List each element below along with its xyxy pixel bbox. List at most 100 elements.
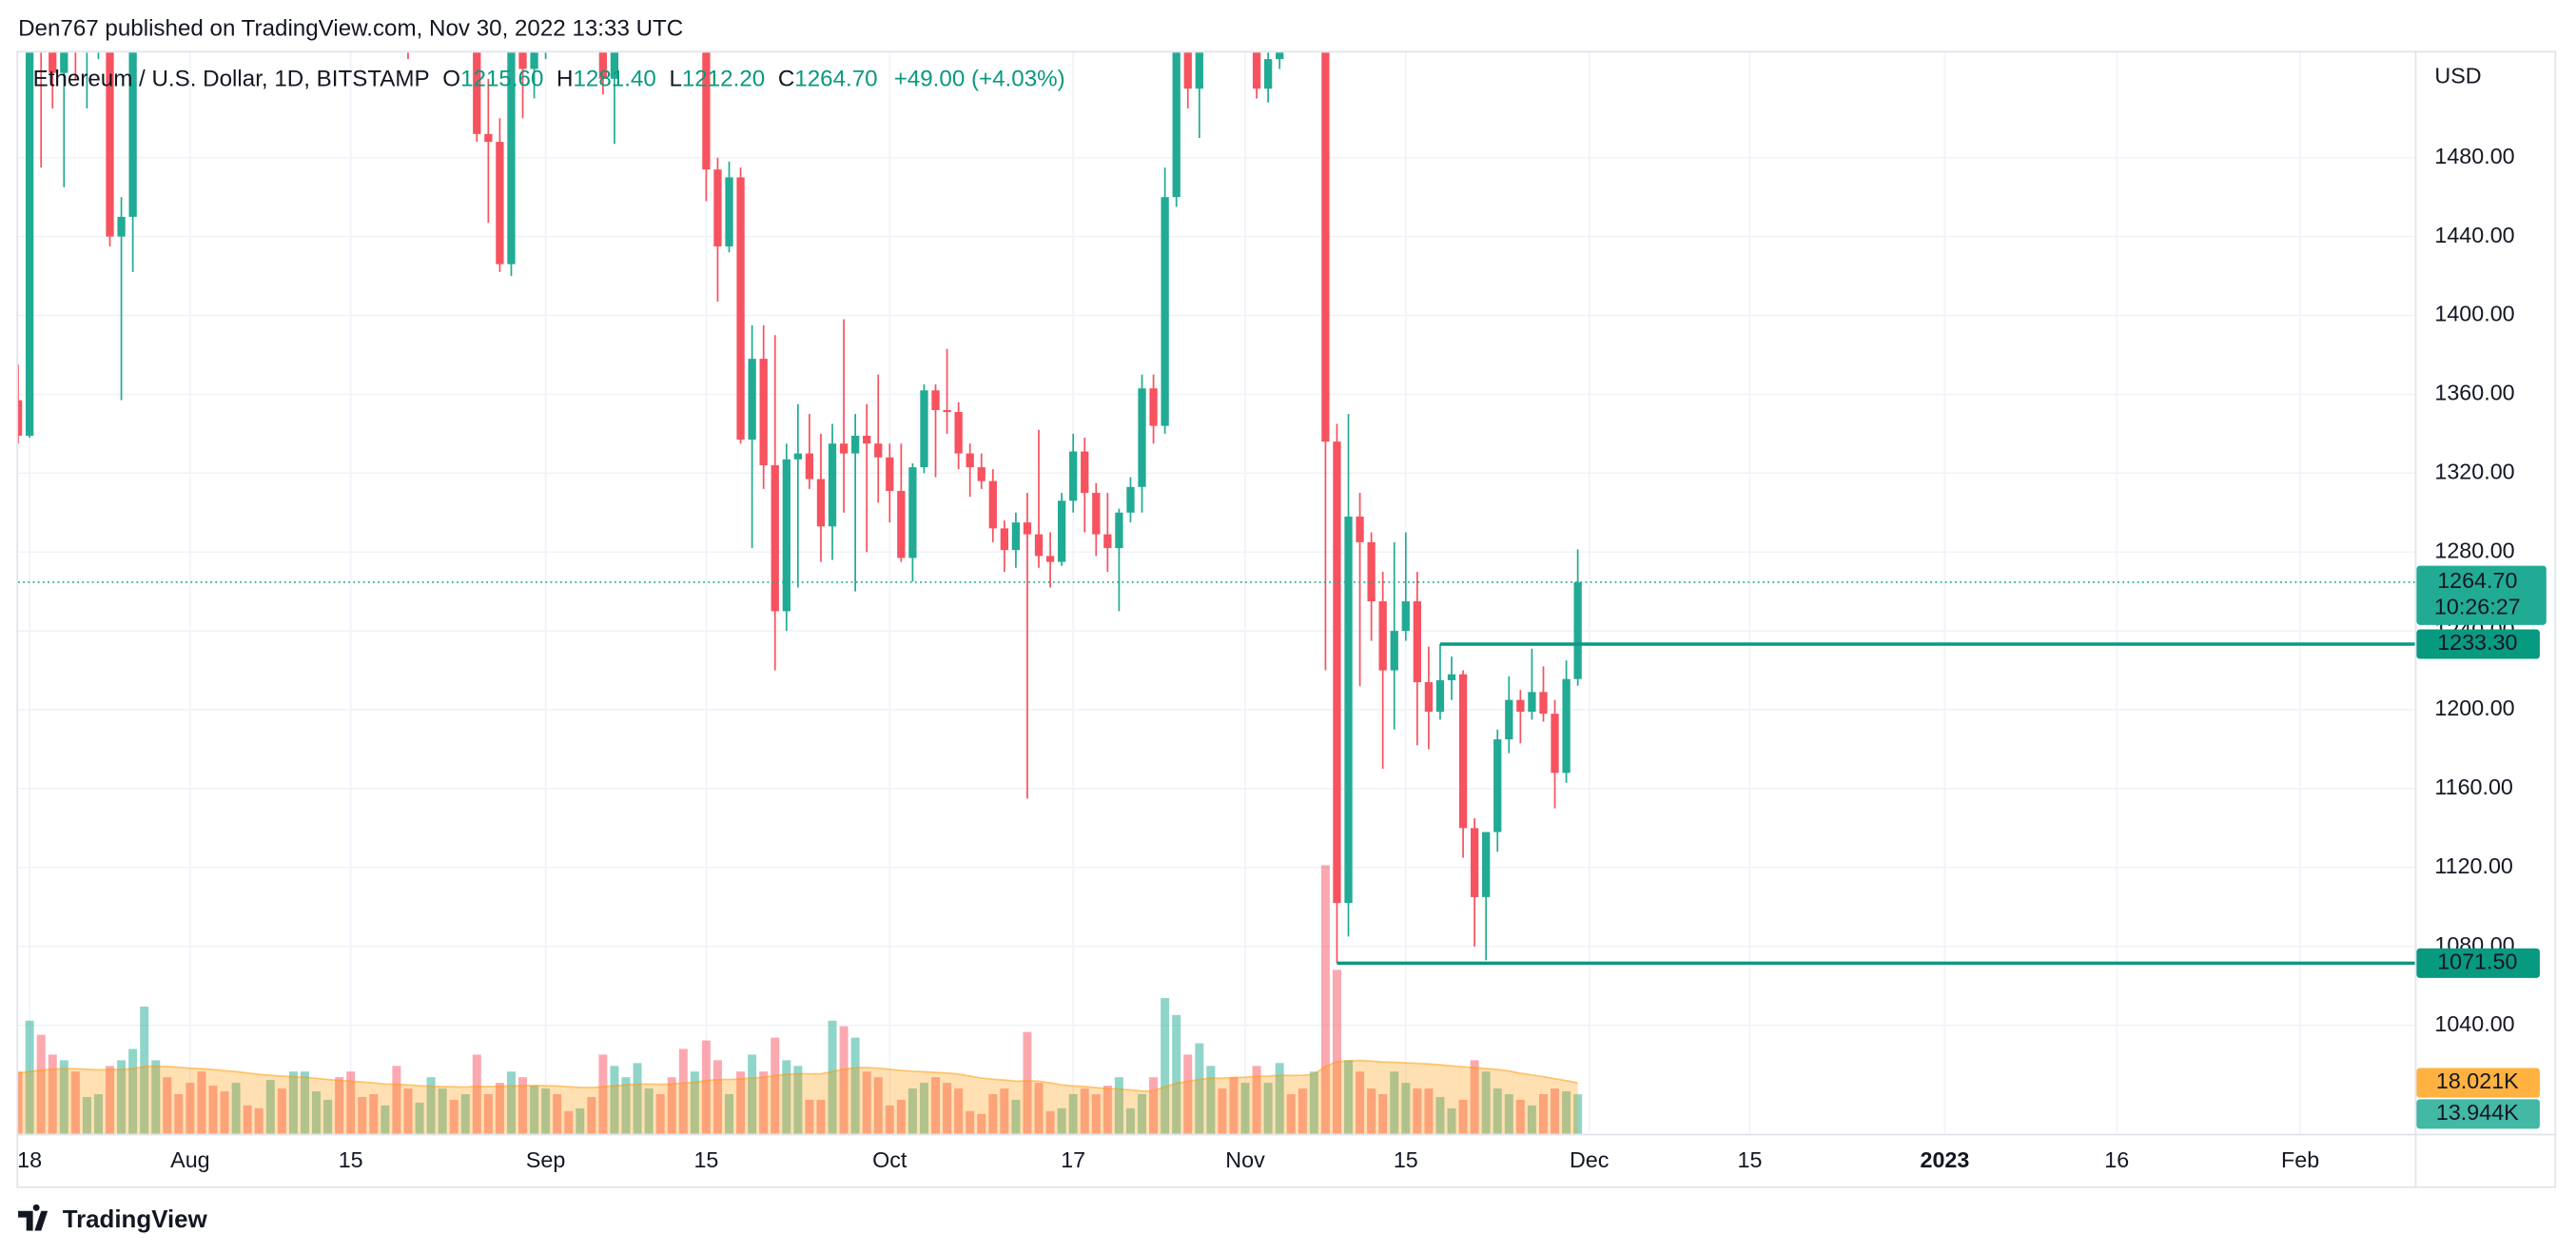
volume-bar xyxy=(381,1105,390,1134)
volume-bar xyxy=(1424,1088,1434,1134)
candle-body xyxy=(1172,52,1181,198)
volume-bar xyxy=(885,1105,894,1134)
candle-body xyxy=(1528,692,1536,713)
candle-body xyxy=(518,52,527,69)
volume-bar xyxy=(576,1107,585,1134)
volume-bar xyxy=(1057,1107,1066,1134)
currency: USD xyxy=(2434,63,2481,88)
volume-bar xyxy=(1034,1083,1044,1134)
legend-c: C xyxy=(778,67,794,92)
candle-body xyxy=(977,467,986,481)
candle-body xyxy=(816,479,826,527)
volume-bar xyxy=(185,1083,195,1134)
y-tick-label: 1360.00 xyxy=(2434,381,2514,405)
volume-bar xyxy=(1103,1086,1112,1134)
candle-body xyxy=(839,443,849,454)
volume-bar xyxy=(1172,1014,1181,1134)
candle-body xyxy=(60,52,68,73)
brand: TradingView xyxy=(63,1206,208,1233)
x-tick-label: Nov xyxy=(1225,1147,1265,1172)
volume-bar xyxy=(1344,1060,1354,1134)
volume-bar xyxy=(1263,1083,1273,1134)
volume-bar xyxy=(1091,1094,1101,1134)
candle-body xyxy=(782,459,790,612)
x-tick-label: Sep xyxy=(526,1147,565,1172)
legend-high: 1281.40 xyxy=(573,67,655,92)
volume-bar xyxy=(426,1077,436,1134)
volume-bar xyxy=(1114,1077,1123,1134)
candle-body xyxy=(106,52,114,237)
volume-ma-area xyxy=(18,1060,1578,1134)
volume-bar xyxy=(782,1060,791,1134)
x-tick-label: 2023 xyxy=(1920,1147,1969,1172)
candle-body xyxy=(18,400,23,436)
header: Den767 published on TradingView.com, Nov… xyxy=(18,15,683,41)
candle-body xyxy=(1263,59,1273,89)
candle-body xyxy=(1276,52,1284,60)
volume-bar xyxy=(1356,1071,1365,1134)
volume-bar xyxy=(667,1077,676,1134)
volume-bar xyxy=(655,1094,665,1134)
x-tick-label: Aug xyxy=(170,1147,209,1172)
candle-body xyxy=(1551,714,1559,774)
volume-bar xyxy=(873,1077,883,1134)
candle-body xyxy=(1482,832,1491,897)
volume-bar xyxy=(1286,1094,1296,1134)
candle-body xyxy=(1081,451,1089,494)
volume-bar xyxy=(106,1066,115,1134)
volume-bar xyxy=(954,1088,964,1134)
volume-bar xyxy=(1573,1094,1583,1134)
volume-bar xyxy=(1320,865,1330,1134)
volume-bar xyxy=(1562,1091,1571,1134)
volume-bar xyxy=(633,1063,642,1134)
grid xyxy=(18,52,2415,1134)
level-label-box xyxy=(2416,629,2540,659)
candle-body xyxy=(748,359,756,441)
volume-bar xyxy=(771,1037,780,1134)
candle-body xyxy=(1413,601,1421,682)
candle-body xyxy=(496,142,504,265)
volume-bar xyxy=(369,1094,379,1134)
volume-bar xyxy=(1195,1043,1204,1134)
volume-bar xyxy=(346,1071,356,1134)
y-tick-label: 1400.00 xyxy=(2434,302,2514,326)
volume-bar xyxy=(1252,1066,1261,1134)
volume-bar xyxy=(725,1094,734,1134)
candle-body xyxy=(598,52,608,79)
volume-bar xyxy=(392,1066,401,1134)
y-tick-label: 1120.00 xyxy=(2434,853,2513,878)
candle-body xyxy=(1505,699,1513,740)
volume-bar xyxy=(1332,970,1341,1134)
candle-body xyxy=(1034,534,1044,557)
legend-open: 1215.60 xyxy=(460,67,543,92)
volume-bar xyxy=(1229,1077,1239,1134)
candle-body xyxy=(725,177,733,246)
countdown-label: 10:26:27 xyxy=(2434,595,2521,619)
candle-body xyxy=(966,453,974,468)
candle-body xyxy=(1092,493,1101,535)
volume-bar xyxy=(598,1054,608,1134)
legend: Ethereum / U.S. Dollar, 1D, BITSTAMP O12… xyxy=(33,67,1065,92)
candle-body xyxy=(530,52,538,69)
candle-body xyxy=(507,52,516,265)
volume-bar xyxy=(1161,998,1170,1134)
volume-bar xyxy=(828,1020,837,1134)
candle-body xyxy=(49,52,57,73)
volume-bar xyxy=(805,1099,814,1134)
volume-bar xyxy=(931,1077,941,1134)
volume-bar xyxy=(151,1060,161,1134)
legend-symbol: Ethereum / U.S. Dollar, 1D, BITSTAMP xyxy=(33,67,430,92)
x-tick-label: Dec xyxy=(1570,1147,1610,1172)
volume-bar xyxy=(553,1094,562,1134)
volume-bar xyxy=(506,1071,516,1134)
candle-body xyxy=(828,443,837,527)
last-price-box xyxy=(2416,565,2547,625)
candle-body xyxy=(1011,522,1021,551)
volume-bar xyxy=(1240,1083,1250,1134)
candle-body xyxy=(736,177,745,441)
volume-bar xyxy=(300,1071,309,1134)
y-tick-label: 1440.00 xyxy=(2434,223,2514,247)
legend-l: L xyxy=(669,67,681,92)
